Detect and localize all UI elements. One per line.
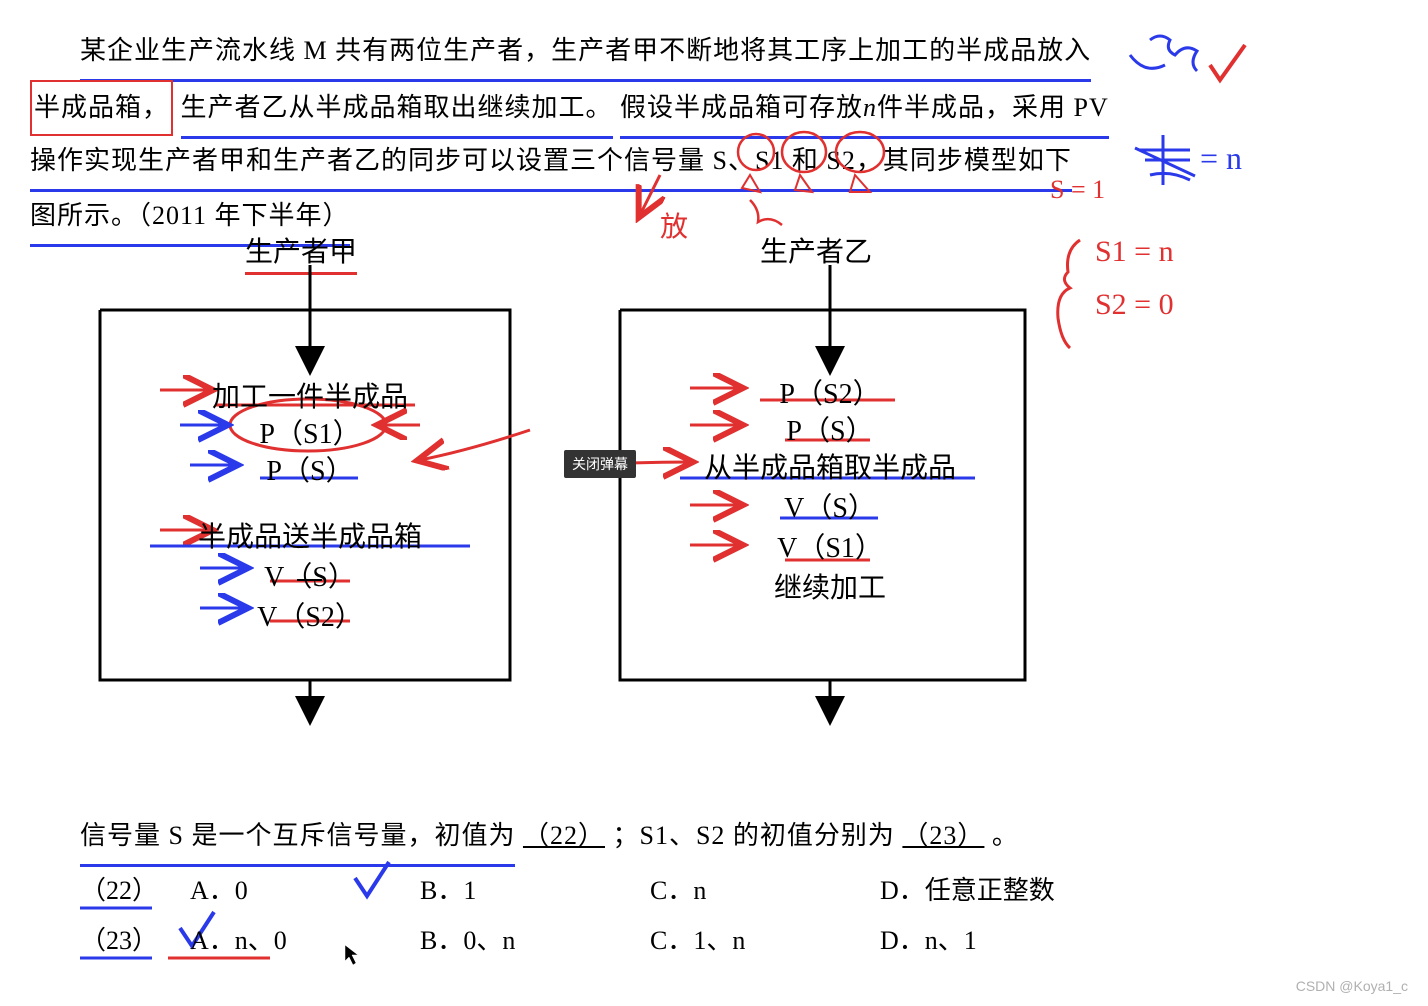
flow-right-step-4: V（S1）	[670, 526, 990, 566]
question-line-2: 半成品箱， 生产者乙从半成品箱取出继续加工。 假设半成品箱可存放n件半成品，采用…	[30, 80, 1140, 139]
question-line-3: 操作实现生产者甲和生产者乙的同步可以设置三个信号量 S、S1 和 S2，其同步模…	[30, 135, 1140, 192]
flow-right-step-3: V（S）	[670, 486, 990, 526]
opt-22-d[interactable]: D．任意正整数	[880, 870, 1180, 907]
opt-23-b[interactable]: B．0、n	[420, 920, 650, 957]
hand-text-s2: S2 = 0	[1095, 288, 1174, 322]
flow-left-step-5: V（S2）	[150, 595, 470, 635]
hand-text-eq-n: = n	[1200, 140, 1242, 177]
options-row-23: （23） A．n、0 B．0、n C．1、n D．n、1	[80, 920, 1180, 957]
opt-23-d[interactable]: D．n、1	[880, 920, 1110, 957]
opt-23-num: （23）	[80, 920, 190, 957]
hand-text-s1: S1 = n	[1095, 235, 1174, 269]
flow-right-title: 生产者乙	[760, 230, 872, 270]
csdn-watermark: CSDN @Koya1_c	[1296, 978, 1408, 994]
opt-23-a[interactable]: A．n、0	[190, 920, 420, 957]
opt-22-a[interactable]: A．0	[190, 870, 420, 907]
flow-left-step-2: P（S）	[150, 449, 470, 489]
opt-23-c[interactable]: C．1、n	[650, 920, 880, 957]
opt-22-num: （22）	[80, 870, 190, 907]
flow-left-step-4: V（S）	[150, 555, 470, 595]
flow-left-step-3: 半成品送半成品箱	[150, 515, 470, 555]
close-danmu-tooltip[interactable]: 关闭弹幕	[564, 450, 636, 478]
question-bottom-prompt: 信号量 S 是一个互斥信号量，初值为 （22） ；S1、S2 的初值分别为 （2…	[80, 810, 1180, 867]
question-line-1: 某企业生产流水线 M 共有两位生产者，生产者甲不断地将其工序上加工的半成品放入	[80, 25, 1140, 82]
flow-left-step-1: P（S1）	[150, 412, 470, 452]
flow-left-title: 生产者甲	[245, 230, 357, 275]
flow-right-step-2: 从半成品箱取半成品	[670, 446, 990, 486]
opt-22-c[interactable]: C．n	[650, 870, 880, 907]
flow-left-step-0: 加工一件半成品	[150, 375, 470, 415]
hand-text-fang: 放	[660, 205, 688, 245]
opt-22-b[interactable]: B．1	[420, 870, 650, 907]
flow-right-step-0: P（S2）	[670, 372, 990, 412]
flow-right-step-5: 继续加工	[670, 566, 990, 606]
options-row-22: （22） A．0 B．1 C．n D．任意正整数	[80, 870, 1180, 907]
flow-right-step-1: P（S）	[670, 409, 990, 449]
